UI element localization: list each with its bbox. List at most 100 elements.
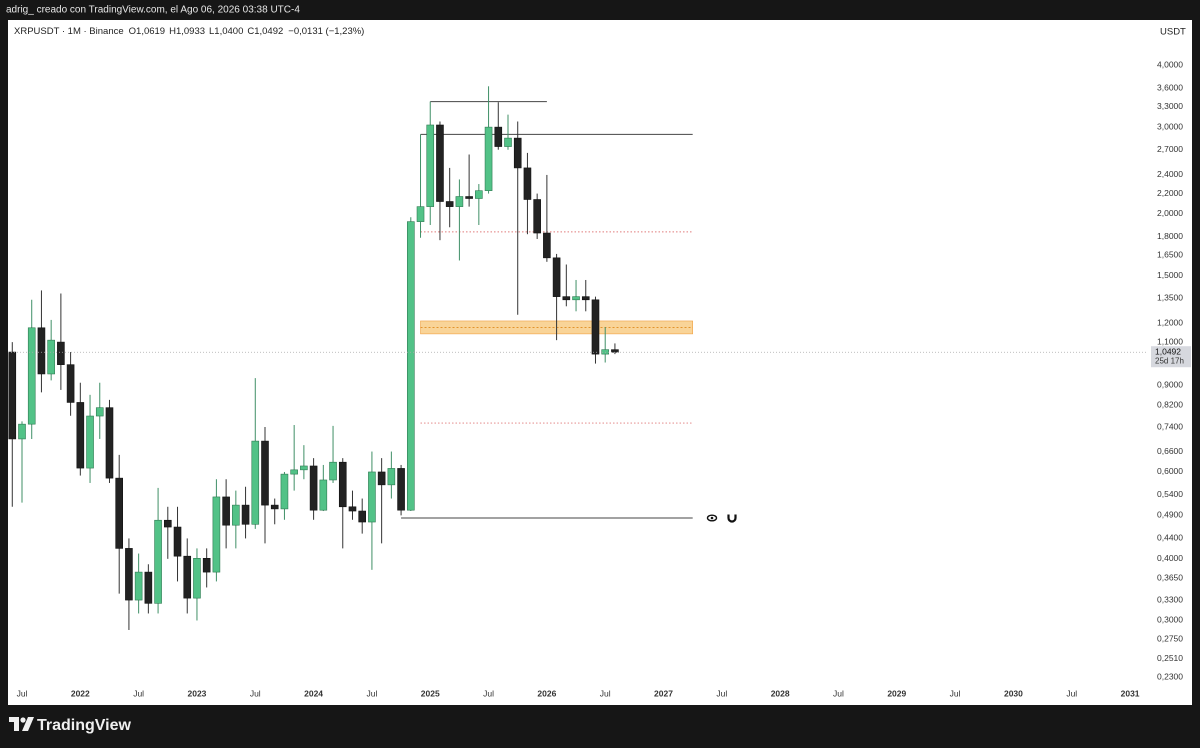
- y-tick-label: 0,6000: [1157, 466, 1183, 476]
- candle-body: [164, 519, 172, 528]
- candle-body: [494, 126, 503, 147]
- x-tick-label: Jul: [600, 688, 611, 698]
- magnet-icon[interactable]: [727, 514, 737, 523]
- candle-body: [377, 471, 386, 486]
- y-tick-label: 0,2750: [1157, 633, 1183, 643]
- candle-body: [37, 327, 46, 375]
- symbol: XRPUSDT · 1M · Binance: [14, 26, 124, 37]
- y-tick-label: 2,4000: [1157, 169, 1183, 179]
- candle-body: [270, 504, 279, 510]
- x-tick-label: 2030: [1004, 688, 1023, 698]
- candle-body: [436, 124, 444, 202]
- caption: adrig_ creado con TradingView.com, el Ag…: [6, 5, 300, 16]
- x-tick-label: 2026: [537, 688, 556, 698]
- candle-body: [368, 471, 376, 523]
- y-tick-label: 0,4400: [1157, 533, 1183, 543]
- x-tick-label: Jul: [17, 688, 28, 698]
- candle-body: [57, 341, 65, 365]
- candle-body: [173, 526, 182, 557]
- high-label: H1,0933: [169, 26, 205, 37]
- candle-body: [232, 504, 240, 526]
- x-tick-label: 2023: [187, 688, 206, 698]
- candle-body: [290, 469, 298, 475]
- candle-body: [572, 296, 580, 301]
- candle-body: [543, 232, 551, 259]
- candle-body: [300, 465, 308, 471]
- candle-body: [562, 296, 571, 301]
- drawing-tools[interactable]: [706, 514, 737, 523]
- y-tick-label: 0,7400: [1157, 421, 1183, 431]
- candle-body: [183, 555, 192, 599]
- y-unit: USDT: [1160, 27, 1186, 38]
- eye-icon[interactable]: [706, 514, 718, 522]
- legend-header: XRPUSDT · 1M · Binance O1,0619 H1,0933 L1,0…: [14, 26, 364, 37]
- candle-body: [358, 510, 367, 523]
- candle-body: [513, 137, 522, 169]
- y-tick-label: 3,3000: [1157, 101, 1183, 111]
- x-tick-label: 2022: [71, 688, 90, 698]
- y-tick-label: 3,6000: [1157, 82, 1183, 92]
- open-label: O1,0619: [129, 26, 165, 37]
- candle-body: [27, 327, 36, 425]
- x-tick-label: 2025: [421, 688, 440, 698]
- candle-body: [552, 257, 561, 297]
- candle-body: [95, 407, 104, 417]
- candle-body: [222, 496, 230, 526]
- candle-body: [338, 461, 347, 508]
- y-tick-label: 4,0000: [1157, 60, 1183, 70]
- y-tick-label: 2,0000: [1157, 208, 1183, 218]
- x-tick-label: Jul: [950, 688, 961, 698]
- candle-body: [387, 468, 396, 486]
- candle-body: [105, 407, 114, 479]
- candle-body: [406, 221, 415, 511]
- y-tick-label: 0,8200: [1157, 399, 1183, 409]
- y-tick-label: 0,3000: [1157, 615, 1183, 625]
- candle-body: [445, 201, 454, 207]
- candle-body: [154, 519, 162, 604]
- y-tick-label: 0,5400: [1157, 489, 1183, 499]
- y-tick-label: 0,2300: [1157, 672, 1183, 682]
- x-tick-label: Jul: [133, 688, 144, 698]
- y-tick-label: 1,2000: [1157, 318, 1183, 328]
- x-tick-label: Jul: [716, 688, 727, 698]
- y-tick-label: 0,4900: [1157, 510, 1183, 520]
- brand: TradingView: [37, 717, 132, 734]
- candle-body: [397, 468, 405, 511]
- x-tick-label: 2031: [1121, 688, 1140, 698]
- candle-body: [66, 364, 75, 403]
- candle-body: [18, 423, 26, 440]
- candle-body: [309, 465, 318, 511]
- y-tick-label: 2,7000: [1157, 144, 1183, 154]
- close-label: C1,0492: [247, 26, 283, 37]
- candle-body: [47, 339, 55, 375]
- candle-body: [134, 571, 143, 601]
- candle-body: [523, 167, 532, 200]
- last-price-label: 1,0492: [1155, 346, 1181, 356]
- y-tick-label: 0,2510: [1157, 653, 1183, 663]
- candle-body: [193, 558, 201, 599]
- candle-body: [416, 206, 425, 222]
- y-tick-label: 1,8000: [1157, 231, 1183, 241]
- candle-body: [261, 440, 269, 506]
- change-label: −0,0131 (−1,23%): [288, 26, 364, 37]
- y-tick-label: 0,3300: [1157, 594, 1183, 604]
- y-tick-label: 0,6600: [1157, 446, 1183, 456]
- candle-body: [533, 199, 541, 234]
- candle-body: [144, 571, 153, 604]
- y-tick-label: 3,0000: [1157, 121, 1183, 131]
- candle-body: [348, 506, 357, 512]
- candle-body: [455, 196, 464, 207]
- countdown-label: 25d 17h: [1155, 356, 1184, 365]
- y-tick-label: 1,1000: [1157, 336, 1183, 346]
- low-label: L1,0400: [209, 26, 243, 37]
- x-tick-label: Jul: [366, 688, 377, 698]
- y-tick-label: 2,2000: [1157, 188, 1183, 198]
- y-tick-label: 0,9000: [1157, 379, 1183, 389]
- candle-body: [202, 558, 211, 573]
- candle-body: [319, 479, 328, 511]
- candle-body: [465, 196, 473, 199]
- candle-body: [115, 477, 123, 549]
- x-tick-label: 2024: [304, 688, 323, 698]
